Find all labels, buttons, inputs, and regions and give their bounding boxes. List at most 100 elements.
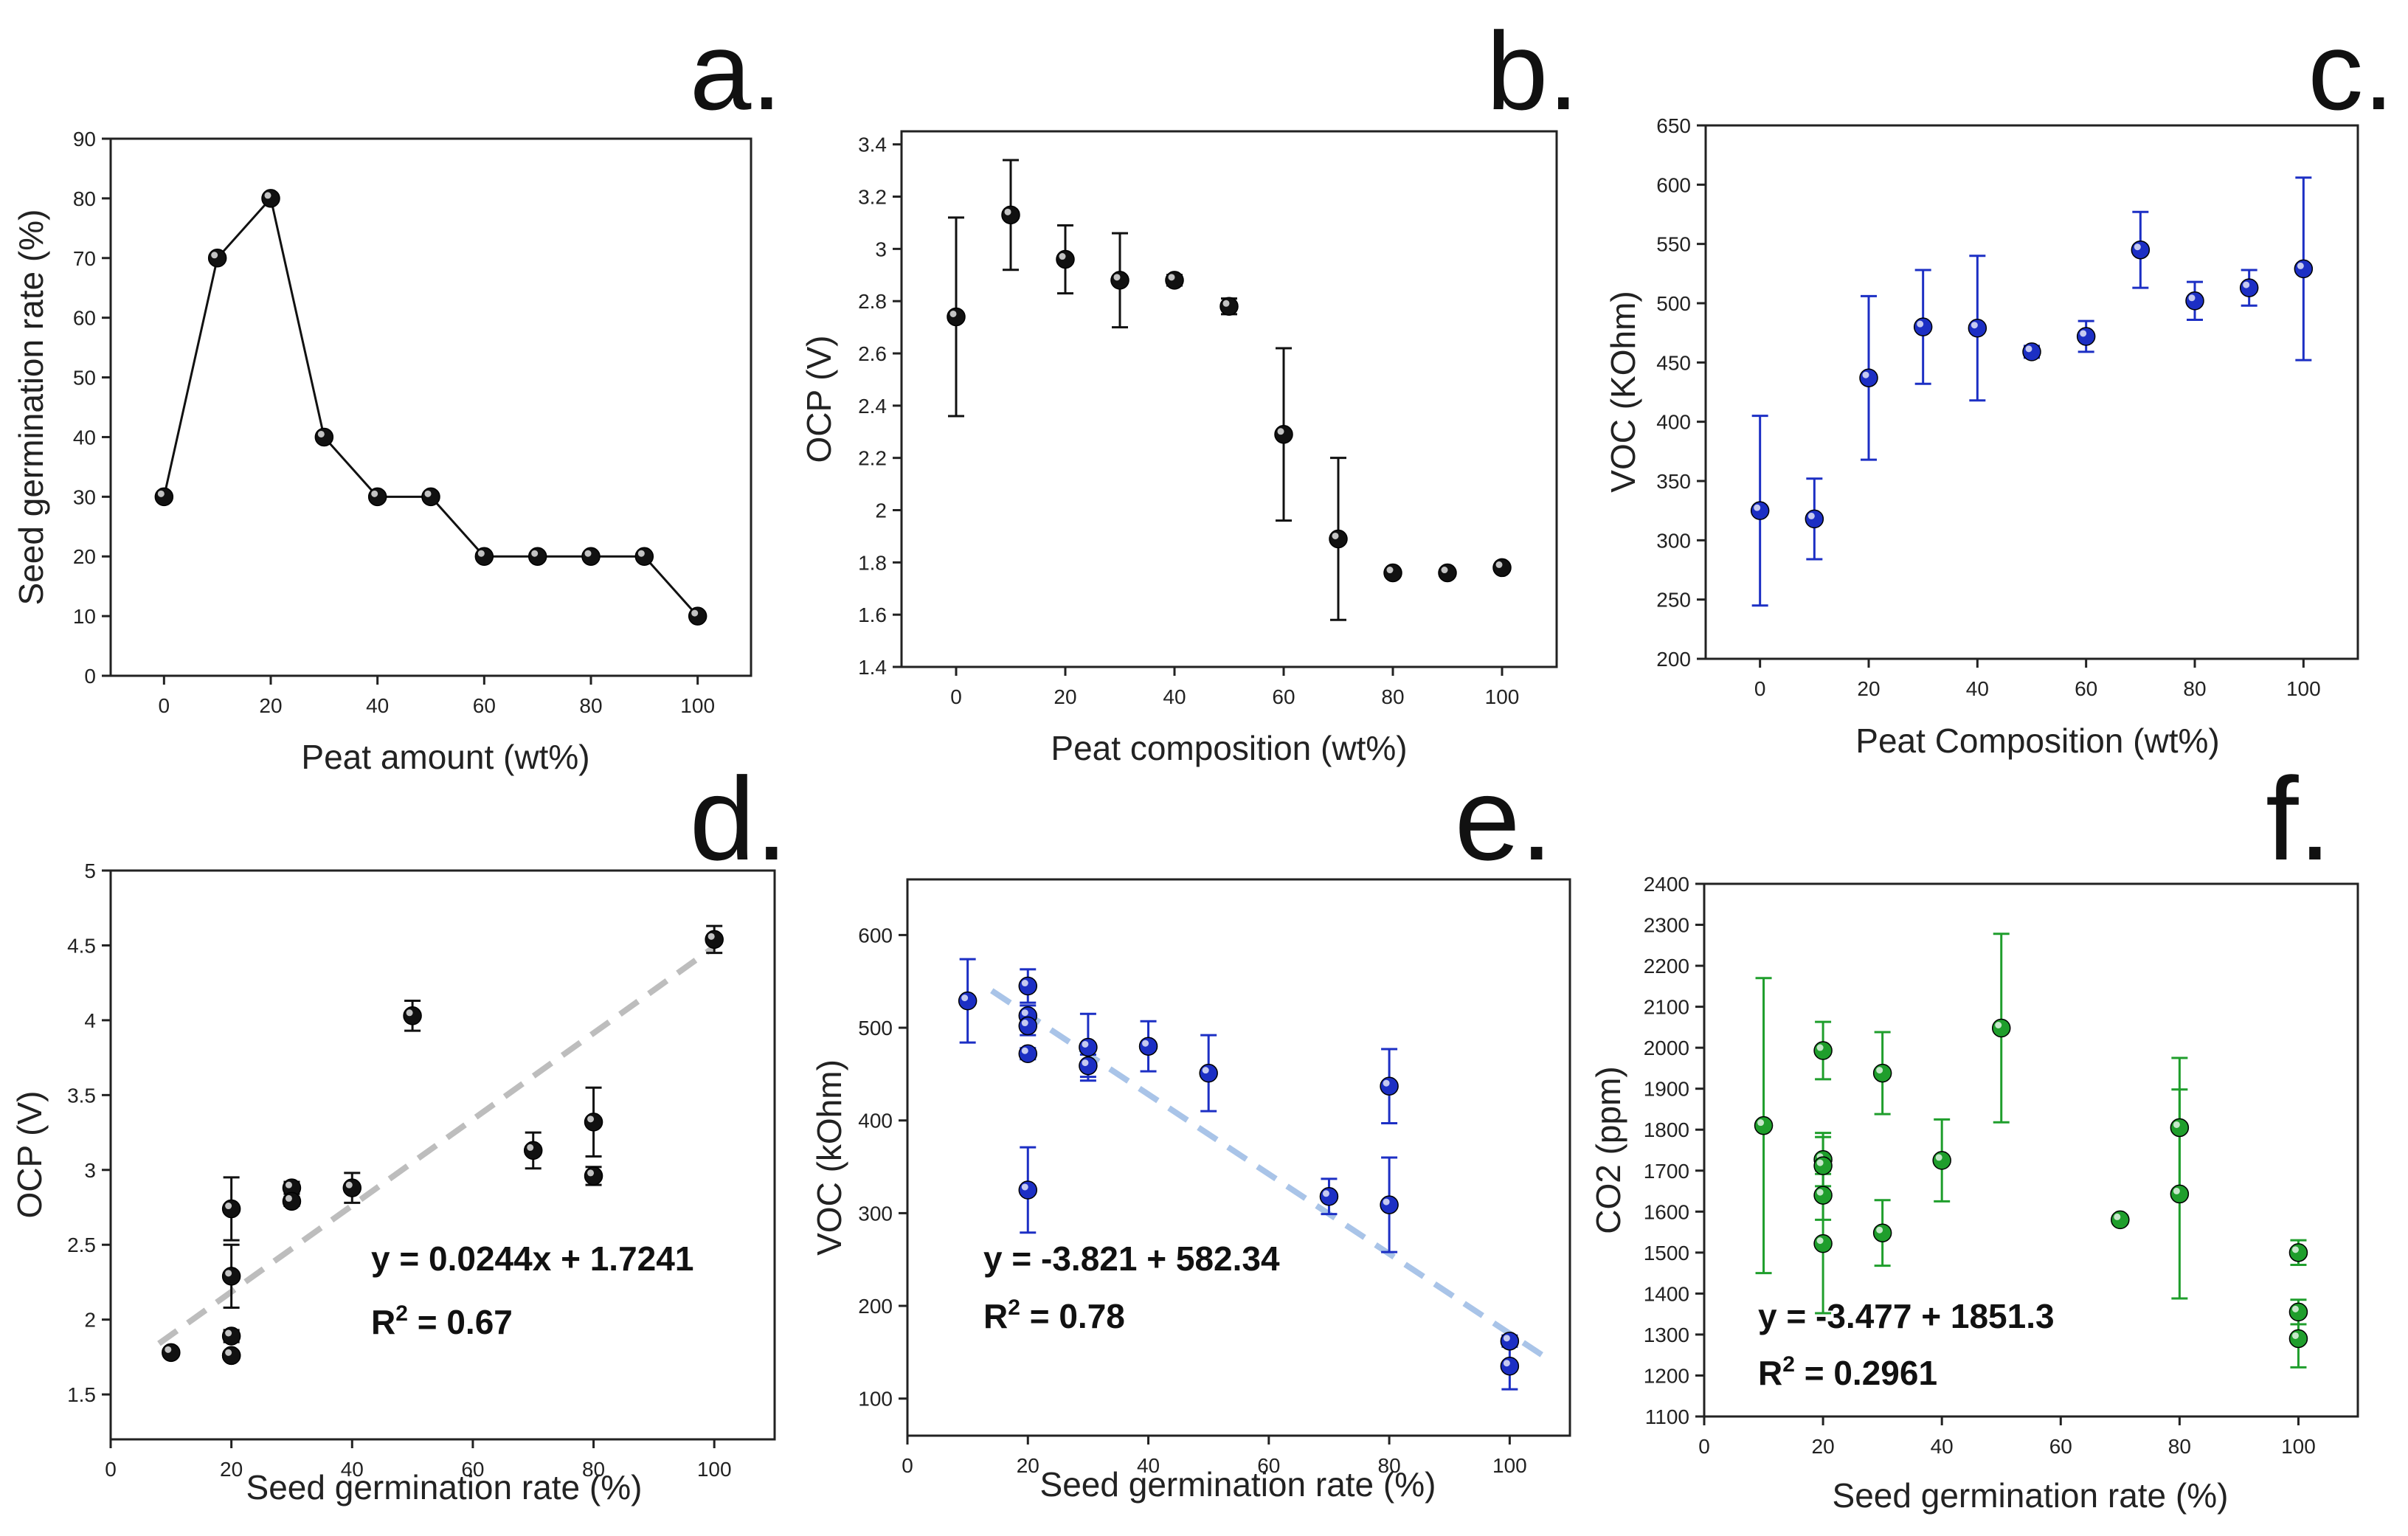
x-tick-label: 40 [1931,1435,1954,1458]
data-point-highlight [225,1270,232,1277]
data-point [2170,1184,2190,1204]
y-tick-label: 2.2 [858,447,887,470]
data-point-highlight [285,1194,292,1202]
data-point-marker [523,1141,543,1160]
data-point-highlight [1816,1189,1824,1196]
data-point-marker [584,1113,603,1132]
data-point-marker [1813,1234,1833,1253]
data-point [1138,1037,1158,1056]
data-point [1319,1187,1339,1206]
fit-equation: y = 0.0244x + 1.7241 [371,1239,693,1278]
data-point-marker [1805,509,1824,529]
data-point [1805,509,1824,529]
plot-frame [906,878,1571,1437]
data-point [1813,1186,1833,1205]
data-point [1913,317,1933,336]
data-point-marker [1968,318,1987,338]
series-line [162,196,699,617]
data-point-marker [2294,259,2314,279]
y-tick-label: 4.5 [67,934,96,957]
data-point [162,1343,181,1363]
data-point-highlight [1332,532,1339,539]
y-tick-label: 1100 [1645,1405,1689,1428]
data-point-highlight [1995,1021,2002,1028]
data-point [1813,1041,1833,1060]
y-tick-label: 1.4 [858,656,887,679]
data-point-marker [1018,976,1038,996]
chart-panel-e: 0 20 40 60 80 100 100 200 300 400 500 600 Seed germi… [810,753,1571,1504]
data-point-highlight [1757,1119,1765,1127]
data-point-marker [2170,1118,2190,1138]
y-tick-label: 2.8 [858,290,887,313]
data-point-highlight [2173,1121,2180,1128]
data-point-marker [1138,1037,1158,1056]
y-tick-label: 250 [1656,589,1691,612]
y-axis-label: CO2 (ppm) [1589,1066,1627,1234]
data-point [1500,1332,1520,1351]
y-tick-label: 1300 [1644,1324,1689,1346]
data-point-marker [1813,1156,1833,1175]
y-tick-label: 400 [858,1110,893,1132]
data-point-highlight [2297,262,2304,269]
data-point-marker [2170,1184,2190,1204]
y-tick-label: 40 [73,426,96,449]
data-point [584,1166,603,1186]
y-tick-label: 600 [858,924,893,947]
data-point-highlight [1503,1335,1510,1342]
data-point-highlight [1168,274,1175,281]
data-point-highlight [1816,1159,1824,1166]
data-point [581,547,601,566]
chart-panel-d: 0 20 40 60 80 100 1.5 2 2.5 3 3.5 4 4.5 5 Seed germina… [10,753,788,1506]
data-point [1079,1037,1098,1057]
data-point [421,487,440,507]
data-point-highlight [2025,345,2032,353]
data-point-marker [1750,501,1770,520]
data-point-marker [2288,1243,2308,1262]
data-point-marker [1932,1151,1951,1170]
data-point-highlight [1495,561,1503,568]
data-point-highlight [2291,1246,2299,1253]
data-point [1968,318,1987,338]
data-point-highlight [2080,330,2087,337]
data-point-highlight [424,490,432,497]
y-tick-label: 2100 [1644,996,1689,1019]
data-point-marker [947,307,966,327]
y-axis-label: OCP (V) [800,336,838,463]
data-point-marker [581,547,601,566]
x-tick-label: 0 [902,1454,913,1477]
data-point-highlight [531,550,539,557]
y-tick-label: 10 [73,605,96,628]
y-tick-label: 1200 [1644,1364,1689,1387]
y-tick-label: 3.5 [67,1084,96,1107]
data-point [2170,1118,2190,1138]
data-point [1492,558,1512,578]
data-point [1813,1234,1833,1253]
y-tick-label: 30 [73,485,96,508]
data-point-marker [1500,1357,1520,1376]
data-point [947,307,966,327]
data-point [2288,1302,2308,1322]
data-point-highlight [637,550,645,557]
data-point-highlight [587,1169,595,1177]
data-point-highlight [1876,1067,1883,1074]
r-squared-superscript: 2 [1782,1352,1795,1377]
x-tick-label: 80 [1381,685,1404,708]
data-point-marker [1165,271,1184,290]
data-point-marker [1492,558,1512,578]
data-point-marker [584,1166,603,1186]
data-point [1872,1063,1892,1083]
data-point [314,427,334,447]
data-point-highlight [1222,300,1230,307]
plot-frame [109,137,752,677]
x-tick-label: 0 [1754,677,1766,700]
data-point [221,1346,241,1366]
y-tick-label: 100 [858,1388,893,1411]
data-point [2288,1329,2308,1349]
plot-frame [1704,124,2359,660]
data-point [584,1113,603,1132]
x-tick-label: 20 [1857,677,1880,700]
x-tick-label: 20 [220,1458,243,1481]
data-point-highlight [317,430,325,437]
data-point-marker [1110,271,1129,290]
data-point [1872,1223,1892,1242]
